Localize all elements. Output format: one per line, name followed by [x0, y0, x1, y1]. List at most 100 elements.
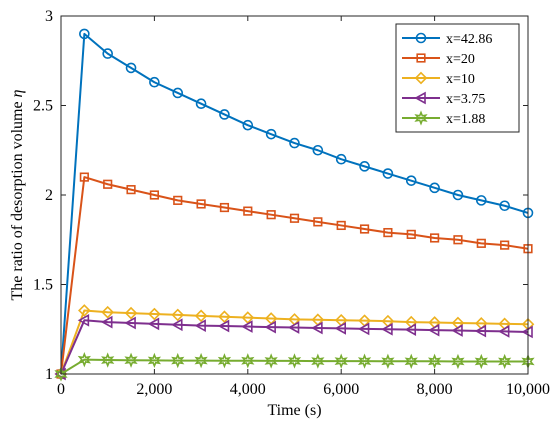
- data-point: [102, 48, 113, 59]
- data-point: [429, 233, 440, 243]
- data-point: [103, 179, 113, 189]
- data-point: [195, 98, 207, 110]
- data-point: [101, 315, 113, 329]
- data-point: [383, 227, 393, 238]
- data-point: [453, 235, 463, 245]
- data-point: [334, 321, 347, 335]
- y-axis-label-main: The ratio of desorption volume: [9, 97, 26, 300]
- legend-item: x=1.88: [402, 110, 485, 127]
- legend-label: x=20: [446, 52, 475, 67]
- data-point: [266, 210, 276, 220]
- x-tick-label: 10,000: [506, 381, 550, 398]
- y-axis-label: The ratio of desorption volume η: [9, 89, 26, 300]
- data-point: [241, 311, 255, 324]
- data-point: [357, 322, 370, 336]
- series-line: [60, 358, 528, 375]
- data-point: [124, 352, 138, 368]
- data-point: [171, 308, 185, 322]
- data-point: [429, 182, 440, 194]
- data-point: [243, 206, 253, 216]
- data-point: [289, 213, 300, 223]
- data-point: [405, 175, 417, 186]
- data-point: [217, 319, 230, 333]
- data-point: [476, 238, 486, 248]
- data-point: [427, 323, 440, 337]
- series-layer: [54, 28, 535, 382]
- data-point: [241, 320, 253, 333]
- data-point: [219, 109, 230, 120]
- data-point: [498, 353, 512, 370]
- data-point: [474, 353, 488, 370]
- data-point: [126, 185, 136, 195]
- data-point: [78, 304, 91, 317]
- legend-label: x=10: [446, 72, 475, 87]
- x-tick-label: 6,000: [323, 381, 359, 398]
- series-line: [60, 319, 529, 375]
- legend-label: x=42.86: [446, 32, 492, 47]
- data-point: [311, 321, 323, 335]
- data-point: [474, 324, 487, 338]
- data-point: [264, 353, 278, 369]
- data-point: [172, 87, 184, 99]
- data-point: [124, 316, 136, 330]
- x-tick-label: 2,000: [136, 381, 172, 398]
- legend-label: x=1.88: [446, 112, 485, 127]
- legend-item: x=20: [402, 52, 475, 67]
- legend-item: x=42.86: [402, 32, 492, 47]
- data-point: [336, 220, 346, 231]
- ticks-layer: 0 2,000 4,000 6,000 8,000 10,000 1 1.5 2 2.5 3: [33, 8, 550, 398]
- data-point: [218, 310, 231, 324]
- y-tick-label: 1.5: [33, 277, 53, 294]
- series-x=1.88: [54, 352, 535, 382]
- data-point: [196, 199, 206, 209]
- y-tick-label: 3: [45, 8, 53, 25]
- data-point: [287, 321, 300, 334]
- data-point: [125, 62, 137, 74]
- data-point: [335, 153, 347, 165]
- series-line: [60, 32, 529, 375]
- data-point: [381, 353, 395, 369]
- y-tick-label: 2: [45, 187, 53, 204]
- data-point: [77, 313, 90, 327]
- data-point: [289, 137, 300, 149]
- data-point: [381, 322, 393, 336]
- data-point: [54, 366, 68, 382]
- data-point: [406, 229, 416, 239]
- legend: x=42.86 x=20 x=10 x=3.75 x=1.88: [395, 23, 520, 133]
- data-point: [475, 195, 487, 206]
- data-point: [217, 353, 232, 369]
- data-point: [149, 190, 160, 200]
- data-point: [149, 76, 160, 88]
- data-point: [148, 307, 161, 321]
- data-point: [194, 309, 208, 323]
- data-point: [312, 144, 324, 156]
- legend-item: x=3.75: [402, 91, 485, 107]
- data-point: [171, 318, 183, 332]
- legend-item: x=10: [402, 71, 475, 87]
- data-point: [79, 28, 90, 40]
- y-axis-label-symbol: η: [9, 89, 26, 97]
- legend-marker: [414, 110, 428, 126]
- data-point: [427, 353, 442, 369]
- legend-marker: [414, 91, 426, 105]
- legend-marker: [416, 53, 426, 63]
- legend-marker: [414, 71, 428, 85]
- data-point: [382, 168, 394, 179]
- data-point: [451, 353, 465, 370]
- data-point: [500, 240, 510, 250]
- data-point: [499, 200, 510, 212]
- data-point: [264, 320, 276, 334]
- series-line: [60, 176, 529, 375]
- y-tick-label: 2.5: [33, 98, 53, 115]
- data-point: [357, 353, 372, 369]
- data-point: [404, 323, 417, 336]
- data-point: [219, 202, 230, 213]
- data-point: [173, 195, 183, 205]
- data-point: [147, 317, 160, 331]
- data-point: [171, 352, 185, 369]
- legend-label: x=3.75: [446, 92, 485, 107]
- data-point: [194, 319, 206, 333]
- data-point: [452, 189, 464, 201]
- data-point: [404, 353, 418, 369]
